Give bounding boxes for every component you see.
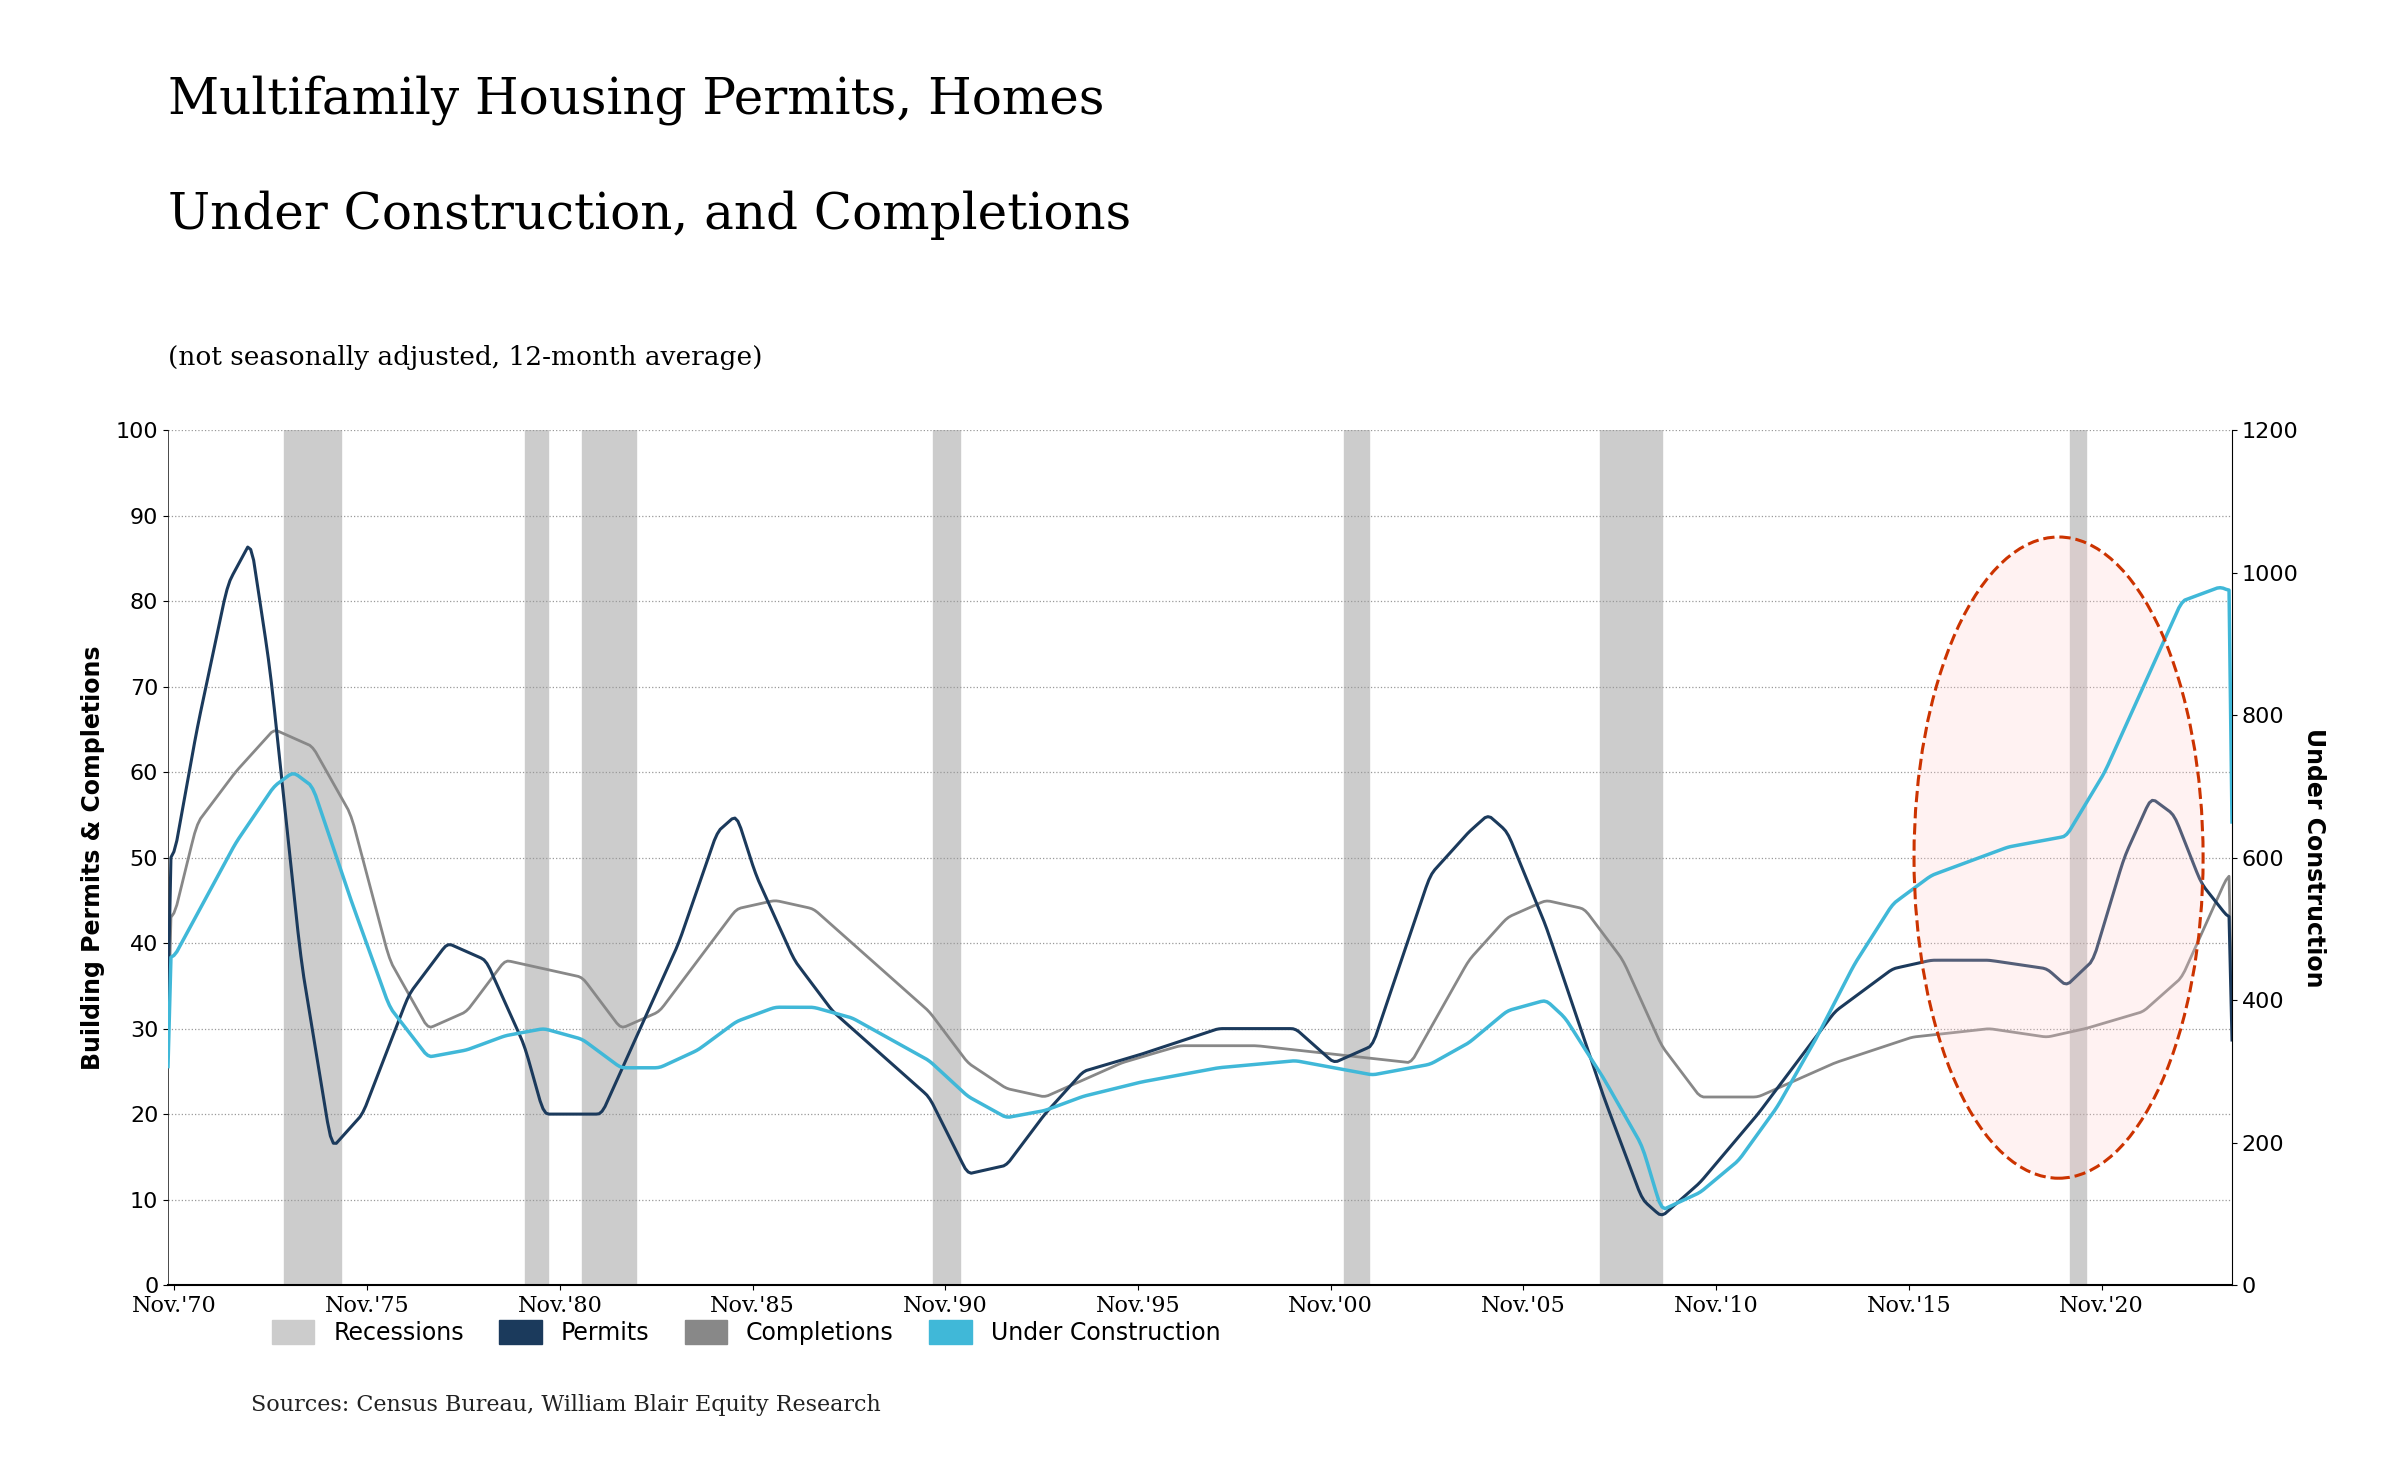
Bar xyxy=(1601,430,1661,1285)
Bar xyxy=(1344,430,1368,1285)
Bar xyxy=(526,430,547,1285)
Bar xyxy=(283,430,341,1285)
Text: Under Construction, and Completions: Under Construction, and Completions xyxy=(168,191,1130,241)
Y-axis label: Under Construction: Under Construction xyxy=(2302,728,2326,987)
Bar xyxy=(934,430,960,1285)
Bar xyxy=(2071,430,2086,1285)
Text: (not seasonally adjusted, 12-month average): (not seasonally adjusted, 12-month avera… xyxy=(168,345,763,370)
Bar xyxy=(583,430,636,1285)
Ellipse shape xyxy=(1915,537,2203,1178)
Legend: Recessions, Permits, Completions, Under Construction: Recessions, Permits, Completions, Under … xyxy=(262,1310,1229,1354)
Text: Multifamily Housing Permits, Homes: Multifamily Housing Permits, Homes xyxy=(168,75,1104,125)
Y-axis label: Building Permits & Completions: Building Permits & Completions xyxy=(82,645,106,1069)
Text: Sources: Census Bureau, William Blair Equity Research: Sources: Census Bureau, William Blair Eq… xyxy=(250,1394,881,1416)
